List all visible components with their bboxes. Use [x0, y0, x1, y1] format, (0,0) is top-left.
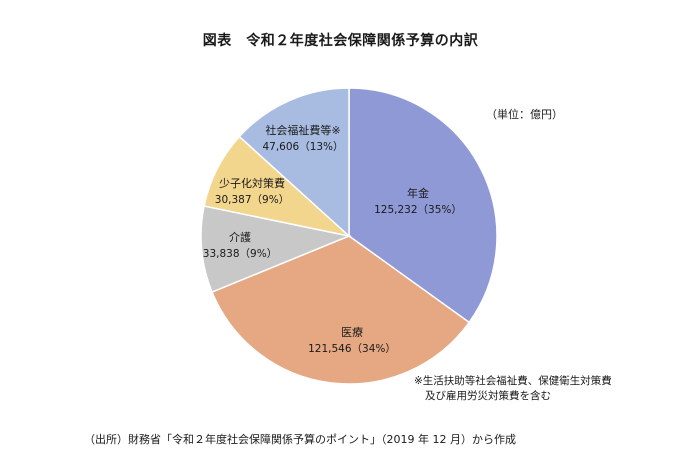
slice-value-pension: 125,232（35%） — [374, 204, 462, 216]
slice-label-pension: 年金 — [407, 186, 429, 200]
slice-label-birthrate: 少子化対策費 — [219, 176, 285, 190]
unit-label: （単位：億円） — [486, 108, 563, 121]
pie-slice-pension — [348, 87, 498, 324]
slice-label-medical: 医療 — [341, 325, 363, 339]
footnote: ※生活扶助等社会福祉費、保健衛生対策費 及び雇用労災対策費を含む — [414, 374, 612, 404]
slice-value-birthrate: 30,387（9%） — [215, 194, 289, 206]
slice-value-social-welfare: 47,606（13%） — [262, 141, 343, 153]
pie-slice-social-welfare — [238, 87, 350, 238]
slice-label-nursing-care: 介護 — [229, 230, 251, 244]
pie-slice-nursing-care — [200, 205, 352, 294]
chart-title: 図表 令和２年度社会保障関係予算の内訳 — [202, 33, 479, 49]
footnote-line-1: ※生活扶助等社会福祉費、保健衛生対策費 — [414, 375, 612, 387]
slice-label-social-welfare: 社会福祉費等※ — [265, 123, 340, 137]
slice-value-medical: 121,546（34%） — [308, 343, 396, 355]
footnote-line-2: 及び雇用労災対策費を含む — [425, 390, 551, 402]
source-note: （出所）財務省「令和２年度社会保障関係予算のポイント」（2019 年 12 月）… — [84, 433, 516, 446]
slice-value-nursing-care: 33,838（9%） — [203, 248, 277, 260]
pie-labels: 年金 125,232（35%） 医療 121,546（34%） 介護 33,838（9%）… — [203, 123, 462, 355]
pie-slice-medical — [211, 235, 471, 385]
pie-slices — [200, 87, 498, 385]
